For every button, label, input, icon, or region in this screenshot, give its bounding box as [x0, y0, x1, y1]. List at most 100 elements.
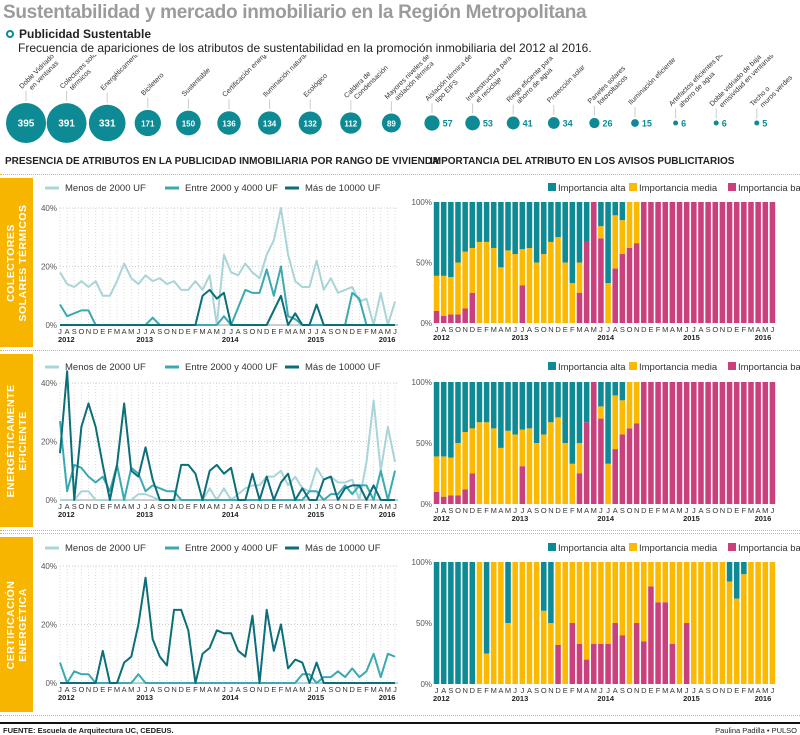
bar-segment-baja	[633, 623, 640, 684]
bar-segment-media	[548, 422, 554, 504]
bubble-circle	[631, 119, 639, 127]
x-tick-label: M	[385, 327, 391, 336]
x-tick-label: A	[321, 502, 326, 511]
bar-segment-baja	[719, 202, 726, 323]
x-tick-label: N	[257, 327, 262, 336]
bar-segment-baja	[733, 202, 740, 323]
year-label: 2012	[58, 335, 75, 344]
bar-segment-alta	[733, 562, 740, 599]
x-tick-label: O	[712, 506, 718, 515]
bar-segment-alta	[519, 382, 526, 430]
bar-segment-baja	[748, 382, 754, 504]
bar-segment-media	[712, 562, 719, 684]
x-tick-label: A	[441, 506, 446, 515]
bar-segment-alta	[476, 382, 483, 423]
x-tick-label: E	[100, 502, 105, 511]
subtitle: Publicidad Sustentable	[6, 27, 151, 41]
bar-segment-alta	[476, 202, 483, 242]
legend-label: Importancia baja	[738, 362, 800, 373]
bar-segment-media	[448, 457, 454, 496]
bar-segment-media	[719, 562, 726, 684]
footer-divider	[0, 722, 800, 724]
bar-segment-media	[626, 382, 633, 429]
x-tick-label: S	[448, 506, 453, 515]
x-tick-label: E	[186, 327, 191, 336]
bar-segment-baja	[669, 202, 676, 323]
x-tick-label: F	[364, 685, 369, 694]
bar-segment-baja	[433, 491, 440, 504]
bar-segment-baja	[641, 202, 647, 323]
x-tick-label: F	[570, 325, 575, 334]
year-label: 2015	[307, 510, 324, 519]
bar-segment-alta	[483, 202, 490, 242]
x-tick-label: S	[328, 685, 333, 694]
x-tick-label: A	[584, 325, 589, 334]
x-tick-label: F	[193, 327, 198, 336]
bar-segment-alta	[440, 202, 447, 276]
y-tick-label: 0%	[45, 496, 57, 505]
bubble-value: 53	[483, 119, 493, 129]
dotted-divider	[0, 715, 800, 716]
x-tick-label: S	[243, 502, 248, 511]
x-tick-label: D	[727, 686, 733, 695]
x-tick-label: D	[264, 327, 270, 336]
year-label: 2014	[597, 333, 615, 342]
x-tick-label: A	[293, 685, 298, 694]
bar-segment-alta	[533, 202, 540, 263]
bar-segment-alta	[519, 202, 526, 250]
x-tick-label: M	[676, 686, 682, 695]
x-tick-label: J	[599, 686, 603, 695]
bar-segment-alta	[598, 382, 604, 407]
x-tick-label: S	[448, 686, 453, 695]
bar-segment-baja	[433, 310, 440, 323]
x-tick-label: E	[563, 506, 568, 515]
description: Frecuencia de apariciones de los atribut…	[18, 41, 592, 55]
y-tick-label: 40%	[41, 562, 57, 571]
x-tick-label: S	[328, 327, 333, 336]
x-tick-label: E	[563, 686, 568, 695]
bar-segment-baja	[569, 623, 576, 684]
bar-segment-baja	[683, 382, 690, 504]
bar-segment-baja	[469, 292, 476, 323]
x-tick-label: J	[222, 502, 226, 511]
legend-swatch	[629, 362, 637, 370]
x-tick-label: M	[199, 327, 205, 336]
x-tick-label: J	[513, 686, 517, 695]
bar-segment-alta	[455, 202, 461, 263]
dotted-divider	[0, 174, 800, 175]
bubble-value: 34	[563, 119, 573, 129]
bar-segment-alta	[576, 202, 583, 263]
bar-segment-baja	[648, 202, 654, 323]
bar-segment-media	[569, 463, 576, 504]
x-tick-label: S	[534, 686, 539, 695]
bubble-circle	[589, 117, 600, 129]
bubble-circle	[506, 116, 520, 130]
x-tick-label: S	[706, 325, 711, 334]
x-tick-label: M	[576, 325, 582, 334]
x-tick-label: J	[435, 686, 439, 695]
x-tick-label: M	[114, 502, 120, 511]
bar-segment-media	[526, 428, 533, 504]
legend-swatch	[728, 362, 736, 370]
x-tick-label: M	[385, 502, 391, 511]
bar-segment-media	[505, 623, 511, 684]
x-tick-label: N	[634, 686, 639, 695]
bar-segment-alta	[540, 202, 547, 255]
bar-segment-alta	[540, 382, 547, 435]
bubble-circle	[381, 113, 401, 133]
bar-segment-media	[490, 562, 497, 684]
bar-segment-baja	[755, 382, 761, 504]
panel-label-strip: COLECTORES SOLARES TÉRMICOS	[0, 178, 33, 347]
x-tick-label: A	[756, 686, 761, 695]
bar-segment-baja	[683, 623, 690, 684]
x-tick-label: S	[157, 327, 162, 336]
x-tick-label: O	[78, 685, 84, 694]
year-label: 2016	[379, 510, 396, 519]
x-tick-label: N	[86, 327, 91, 336]
bar-segment-media	[633, 382, 640, 424]
series-line-0	[60, 399, 396, 501]
x-tick-label: A	[122, 327, 127, 336]
bar-segment-media	[448, 277, 454, 315]
bar-segment-media	[591, 562, 597, 644]
bar-segment-alta	[433, 562, 440, 684]
